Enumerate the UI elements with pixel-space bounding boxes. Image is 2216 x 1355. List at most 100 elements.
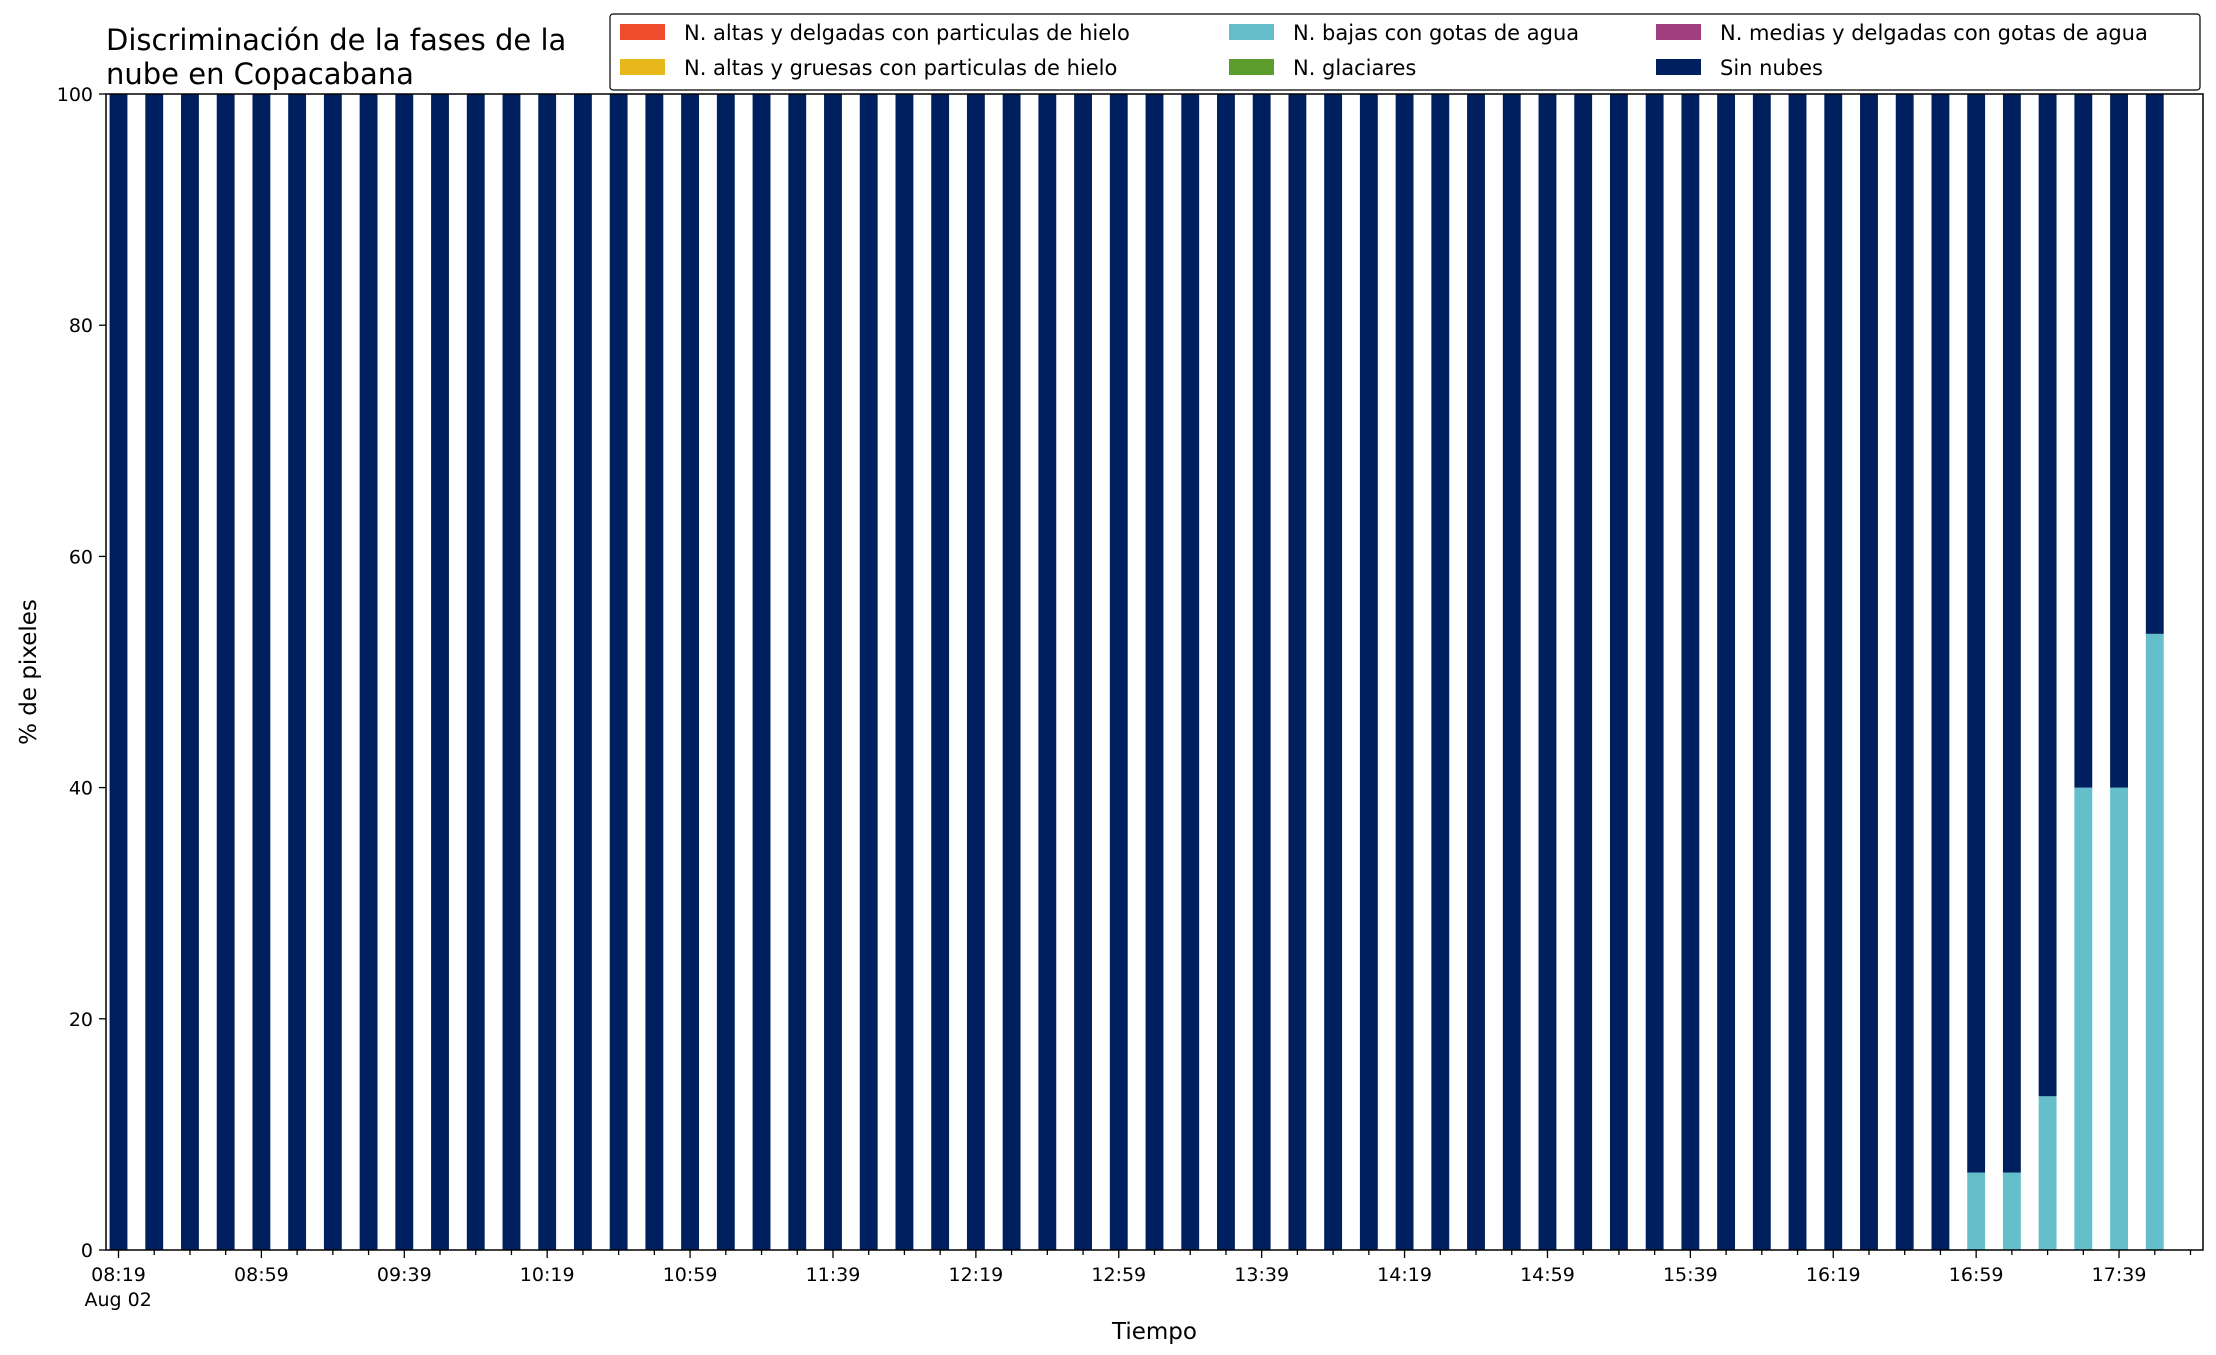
legend-swatch-0: [620, 24, 665, 40]
bar-30-series-5: [1181, 94, 1200, 1250]
bar-57-series-2: [2145, 633, 2164, 1250]
bar-48-series-5: [1824, 94, 1843, 1250]
bar-54-series-5: [2038, 94, 2057, 1097]
bar-31-series-5: [1217, 94, 1235, 1250]
bar-57-series-5: [2145, 94, 2164, 634]
bar-43-series-5: [1645, 94, 1664, 1250]
bar-44-series-5: [1681, 94, 1700, 1250]
y-tick-label-2: 40: [69, 778, 93, 800]
bar-37-series-5: [1431, 94, 1450, 1250]
bar-56-series-5: [2110, 94, 2128, 788]
bar-53-series-2: [2002, 1172, 2021, 1250]
bar-56-series-2: [2110, 787, 2128, 1250]
x-tick-label-11: 15:39: [1663, 1264, 1718, 1286]
bar-40-series-5: [1538, 94, 1557, 1250]
bar-7-series-5: [359, 94, 378, 1250]
bar-21-series-5: [859, 94, 878, 1250]
legend-label-5: Sin nubes: [1720, 56, 1823, 80]
legend-frame: [609, 13, 2201, 91]
y-tick-label-0: 0: [81, 1240, 93, 1262]
bar-24-series-5: [966, 94, 985, 1250]
bar-29-series-5: [1145, 94, 1164, 1250]
bar-27-series-5: [1074, 94, 1092, 1250]
bar-52-series-2: [1967, 1172, 1986, 1250]
bar-35-series-5: [1359, 94, 1378, 1250]
bar-18-series-5: [752, 94, 771, 1250]
bar-45-series-5: [1717, 94, 1736, 1250]
legend-swatch-2: [1229, 24, 1274, 40]
bar-8-series-5: [395, 94, 414, 1250]
bar-14-series-5: [609, 94, 628, 1250]
bar-54-series-2: [2038, 1096, 2057, 1250]
bar-16-series-5: [681, 94, 700, 1250]
x-tick-label-5: 11:39: [806, 1264, 861, 1286]
bar-41-series-5: [1574, 94, 1593, 1250]
y-tick-label-4: 80: [69, 315, 93, 337]
bar-55-series-2: [2074, 787, 2093, 1250]
bar-32-series-5: [1252, 94, 1271, 1250]
bar-13-series-5: [573, 94, 592, 1250]
x-tick-label-1: 08:59: [234, 1264, 289, 1286]
x-tick-label-10: 14:59: [1520, 1264, 1575, 1286]
bar-5-series-5: [288, 94, 307, 1250]
bar-28-series-5: [1109, 94, 1128, 1250]
legend-label-0: N. altas y delgadas con particulas de hi…: [684, 21, 1130, 45]
bar-52-series-5: [1967, 94, 1986, 1173]
bar-47-series-5: [1788, 94, 1807, 1250]
x-tick-label-2: 09:39: [377, 1264, 432, 1286]
x-tick-label-4: 10:59: [663, 1264, 718, 1286]
y-tick-label-3: 60: [69, 546, 93, 568]
bar-55-series-5: [2074, 94, 2093, 788]
bar-4-series-5: [252, 94, 271, 1250]
x-tick-label-14: 17:39: [2092, 1264, 2147, 1286]
bar-3-series-5: [216, 94, 235, 1250]
bar-22-series-5: [895, 94, 914, 1250]
x-tick-label-8: 13:39: [1234, 1264, 1289, 1286]
y-tick-label-5: 100: [57, 84, 93, 106]
chart-title-line-1: Discriminación de la fases de la: [106, 23, 566, 57]
x-tick-label-13: 16:59: [1949, 1264, 2004, 1286]
x-tick-label-12: 16:19: [1806, 1264, 1861, 1286]
x-tick-label-3: 10:19: [520, 1264, 575, 1286]
x-tick-label-9: 14:19: [1377, 1264, 1432, 1286]
bar-2-series-5: [181, 94, 199, 1250]
legend-label-3: N. glaciares: [1293, 56, 1416, 80]
bar-12-series-5: [538, 94, 557, 1250]
bar-38-series-5: [1467, 94, 1485, 1250]
bar-49-series-5: [1860, 94, 1878, 1250]
bar-42-series-5: [1609, 94, 1628, 1250]
bar-19-series-5: [788, 94, 807, 1250]
bar-9-series-5: [431, 94, 449, 1250]
bar-46-series-5: [1752, 94, 1771, 1250]
bar-23-series-5: [931, 94, 950, 1250]
bar-51-series-5: [1931, 94, 1950, 1250]
bar-50-series-5: [1895, 94, 1914, 1250]
y-tick-label-1: 20: [69, 1009, 93, 1031]
legend-swatch-5: [1656, 59, 1701, 75]
legend-swatch-3: [1229, 59, 1274, 75]
x-tick-label-0: 08:19: [91, 1264, 146, 1286]
bar-15-series-5: [645, 94, 664, 1250]
plot-bars: [109, 94, 2164, 1250]
bar-20-series-5: [824, 94, 842, 1250]
x-axis: 08:19 08:59 09:39 10:19 10:59 11:39 12:19 12:59…: [85, 1250, 2192, 1311]
bar-17-series-5: [716, 94, 735, 1250]
legend-label-4: N. medias y delgadas con gotas de agua: [1720, 21, 2148, 45]
bar-26-series-5: [1038, 94, 1057, 1250]
y-axis: 0 20 40 60 80 100: [57, 84, 106, 1262]
legend-swatch-1: [620, 59, 665, 75]
bar-6-series-5: [323, 94, 342, 1250]
x-tick-label-6: 12:19: [948, 1264, 1003, 1286]
x-tick-label-7: 12:59: [1091, 1264, 1146, 1286]
bar-36-series-5: [1395, 94, 1414, 1250]
chart-title-line-2: nube en Copacabana: [106, 57, 414, 91]
bar-10-series-5: [466, 94, 485, 1250]
x-date-label: Aug 02: [85, 1289, 152, 1311]
bar-11-series-5: [502, 94, 521, 1250]
bar-53-series-5: [2002, 94, 2021, 1173]
legend-swatch-4: [1656, 24, 1701, 40]
bar-33-series-5: [1288, 94, 1307, 1250]
bar-39-series-5: [1502, 94, 1521, 1250]
legend: N. altas y delgadas con particulas de hi…: [609, 13, 2201, 91]
